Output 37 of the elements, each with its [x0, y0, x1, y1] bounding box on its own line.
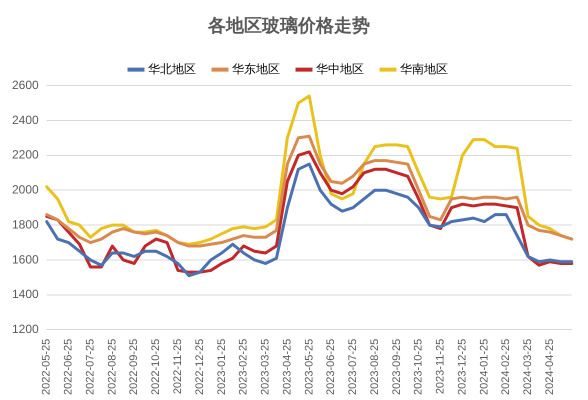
x-tick-label: 2024-01-25 — [478, 338, 490, 396]
legend-label: 华东地区 — [232, 62, 280, 76]
y-tick-label: 1600 — [12, 252, 40, 266]
x-tick-label: 2024-04-25 — [544, 338, 556, 396]
x-tick-label: 2022-11-25 — [172, 338, 184, 394]
y-tick-label: 2400 — [12, 112, 40, 127]
x-tick-label: 2023-12-25 — [456, 338, 468, 396]
legend-label: 华中地区 — [316, 62, 364, 76]
x-tick-label: 2022-12-25 — [194, 338, 206, 396]
chart-title: 各地区玻璃价格走势 — [207, 15, 370, 36]
y-tick-label: 1400 — [12, 287, 40, 302]
y-tick-label: 2200 — [12, 148, 40, 162]
x-tick-label: 2023-02-25 — [238, 338, 250, 396]
x-tick-label: 2024-02-25 — [500, 338, 512, 396]
legend-label: 华南地区 — [400, 62, 448, 76]
x-tick-label: 2023-10-25 — [412, 338, 425, 396]
x-tick-label: 2023-08-25 — [368, 338, 381, 396]
x-tick-label: 2022-09-25 — [128, 338, 140, 396]
x-tick-label: 2022-06-25 — [62, 338, 75, 396]
x-tick-label: 2022-05-25 — [40, 338, 53, 396]
y-tick-label: 2000 — [12, 182, 40, 197]
legend-label: 华北地区 — [148, 62, 196, 76]
y-tick-label: 1200 — [12, 322, 40, 336]
x-tick-label: 2023-07-25 — [347, 338, 360, 396]
y-tick-label: 1800 — [12, 217, 40, 232]
x-tick-label: 2022-10-25 — [150, 338, 162, 396]
x-tick-label: 2023-04-25 — [281, 338, 294, 396]
x-tick-label: 2023-01-25 — [216, 338, 228, 396]
y-tick-label: 2600 — [12, 78, 40, 92]
x-tick-label: 2023-05-25 — [303, 338, 316, 396]
x-tick-label: 2023-06-25 — [325, 338, 338, 396]
x-tick-label: 2023-03-25 — [260, 338, 272, 396]
x-tick-label: 2022-08-25 — [106, 338, 118, 396]
x-tick-label: 2024-03-25 — [522, 338, 534, 396]
x-tick-label: 2023-11-25 — [434, 338, 447, 394]
x-tick-label: 2023-09-25 — [390, 338, 403, 396]
x-tick-label: 2022-07-25 — [84, 338, 96, 396]
